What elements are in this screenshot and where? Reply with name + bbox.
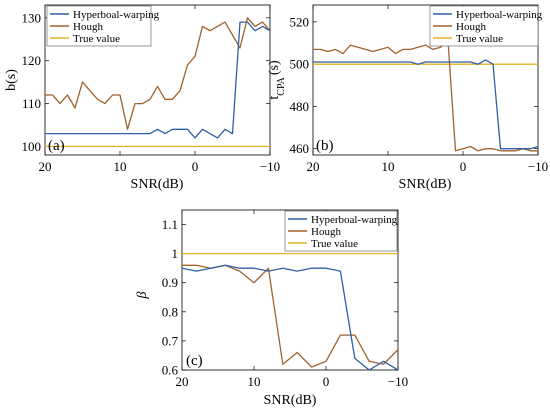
legend-entry-hough-b: Hough [456,21,486,33]
legend-entry-true-value-c: True value [311,238,358,250]
x-axis-label-c: SNR(dB) [264,393,317,408]
x-tick-label-b-0: 20 [307,159,320,174]
x-ticks-b: 20 10 0 −10 [307,5,548,174]
y-tick-label-c-0: 0.6 [162,363,179,378]
y-tick-label-c-4: 1 [172,246,179,261]
y-ticks-b: 460 480 500 520 [290,14,538,156]
plot-area-c [181,209,399,371]
panel-c: 0.60.70.80.911.1 20 10 0 −10 (c) SNR(dB) β … [135,209,408,408]
y-tick-label-b-1: 480 [290,99,310,114]
legend-entry-true-value-a: True value [73,33,120,45]
series-hyperbolic-warping-b [313,59,538,150]
panel-label-b: (b) [316,138,334,154]
panel-label-c: (c) [186,353,203,369]
y-tick-label-a-2: 120 [22,53,42,68]
series-layer-c [182,252,398,370]
x-axis-label-b: SNR(dB) [399,177,452,192]
x-tick-label-b-3: −10 [528,159,548,174]
y-ticks-a: 100 110 120 130 [22,10,270,154]
series-layer-a [45,17,270,148]
y-tick-label-a-3: 130 [22,10,42,25]
x-ticks-c: 20 10 0 −10 [176,210,408,389]
series-layer-b [313,40,538,152]
y-tick-label-b-2: 500 [290,57,310,72]
y-tick-label-c-5: 1.1 [162,217,178,232]
legend-entry-hyperbolic-warping-c: Hyperboal-warping [311,214,398,226]
legend-entry-hyperbolic-warping-b: Hyperboal-warping [456,9,543,21]
legend-entry-hough-c: Hough [311,226,341,238]
x-tick-label-c-0: 20 [176,374,189,389]
x-tick-label-c-2: 0 [323,374,330,389]
plot-area-a [44,4,271,156]
y-tick-label-c-2: 0.8 [162,304,178,319]
x-tick-label-c-1: 10 [248,374,261,389]
x-tick-label-b-2: 0 [460,159,467,174]
y-axis-label-b-subscript: CPA [276,76,287,95]
legend-entry-true-value-b: True value [456,33,503,45]
series-hough-b [313,40,538,152]
panel-label-a: (a) [48,138,65,154]
series-hyperbolic-warping-a [45,21,270,139]
x-axis-label-a: SNR(dB) [131,177,184,192]
series-hough-c [182,264,398,368]
x-tick-label-c-3: −10 [388,374,408,389]
series-hyperbolic-warping-c [182,264,398,370]
series-hough-a [45,17,270,130]
y-tick-label-c-3: 0.9 [162,275,178,290]
legend-entry-hough-a: Hough [73,21,103,33]
x-tick-label-a-0: 20 [39,159,52,174]
y-axis-label-c: β [135,291,150,299]
y-tick-label-b-0: 460 [290,141,310,156]
y-tick-label-c-1: 0.7 [162,333,179,348]
x-tick-label-a-2: 0 [192,159,199,174]
x-ticks-a: 20 10 0 −10 [39,5,280,174]
y-axis-label-a: b(s) [4,69,19,91]
y-tick-label-a-1: 110 [22,96,41,111]
x-tick-label-b-1: 10 [382,159,395,174]
legend-entry-hyperbolic-warping-a: Hyperboal-warping [73,9,160,21]
plot-area-b [312,4,539,156]
y-tick-label-b-3: 520 [290,14,310,29]
x-tick-label-a-3: −10 [260,159,280,174]
y-tick-label-a-0: 100 [22,139,42,154]
y-ticks-c: 0.6 0.7 0.8 0.9 1 1.1 [162,217,398,378]
x-tick-label-a-1: 10 [114,159,127,174]
